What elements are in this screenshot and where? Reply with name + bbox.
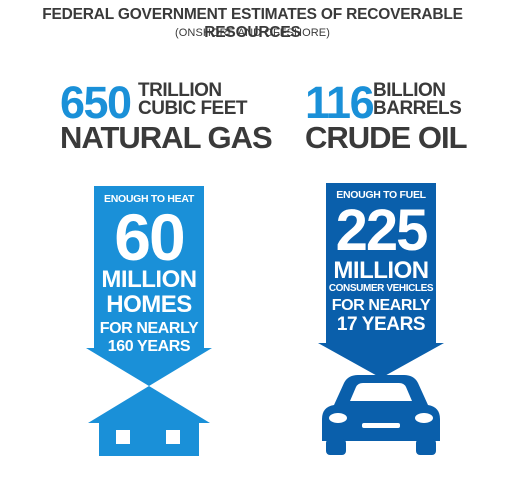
natural-gas-arrow-line1: ENOUGH TO HEAT bbox=[104, 193, 194, 205]
crude-oil-arrow-line3: CONSUMER VEHICLES bbox=[328, 283, 434, 294]
natural-gas-unit-line2: CUBIC FEET bbox=[138, 98, 248, 119]
crude-oil-label: CRUDE OIL bbox=[305, 120, 467, 155]
natural-gas-graphic: ENOUGH TO HEAT 60 MILLION HOMES FOR NEAR… bbox=[84, 186, 214, 456]
page-title: FEDERAL GOVERNMENT ESTIMATES OF RECOVERA… bbox=[42, 6, 463, 41]
crude-oil-graphic: ENOUGH TO FUEL 225 MILLION CONSUMER VEHI… bbox=[316, 183, 446, 458]
crude-oil-number: 116 bbox=[305, 77, 375, 128]
natural-gas-arrow-line2: MILLION bbox=[101, 266, 197, 293]
down-arrow-icon bbox=[86, 186, 212, 386]
crude-oil-arrow-line4: FOR NEARLY bbox=[331, 297, 431, 314]
crude-oil-arrow-line5: 17 YEARS bbox=[336, 314, 426, 335]
crude-oil-arrow-line2: MILLION bbox=[333, 257, 429, 284]
natural-gas-arrow-big: 60 bbox=[114, 200, 185, 274]
crude-oil-unit-line2: BARRELS bbox=[373, 98, 462, 119]
down-arrow-icon bbox=[318, 183, 444, 378]
natural-gas-arrow-line4: FOR NEARLY bbox=[99, 320, 199, 337]
car-icon bbox=[322, 375, 440, 455]
natural-gas-unit-line1: TRILLION bbox=[138, 80, 222, 101]
natural-gas-arrow-line5: 160 YEARS bbox=[107, 338, 191, 355]
house-icon bbox=[88, 386, 210, 456]
page-subtitle: (ONSHORE AND OFFSHORE) bbox=[175, 27, 330, 39]
crude-oil-arrow-line1: ENOUGH TO FUEL bbox=[336, 189, 426, 201]
natural-gas-arrow-line3: HOMES bbox=[106, 291, 192, 318]
natural-gas-label: NATURAL GAS bbox=[60, 120, 273, 155]
crude-oil-arrow-big: 225 bbox=[335, 198, 429, 263]
crude-oil-unit-line1: BILLION bbox=[373, 80, 446, 101]
natural-gas-number: 650 bbox=[60, 77, 132, 128]
